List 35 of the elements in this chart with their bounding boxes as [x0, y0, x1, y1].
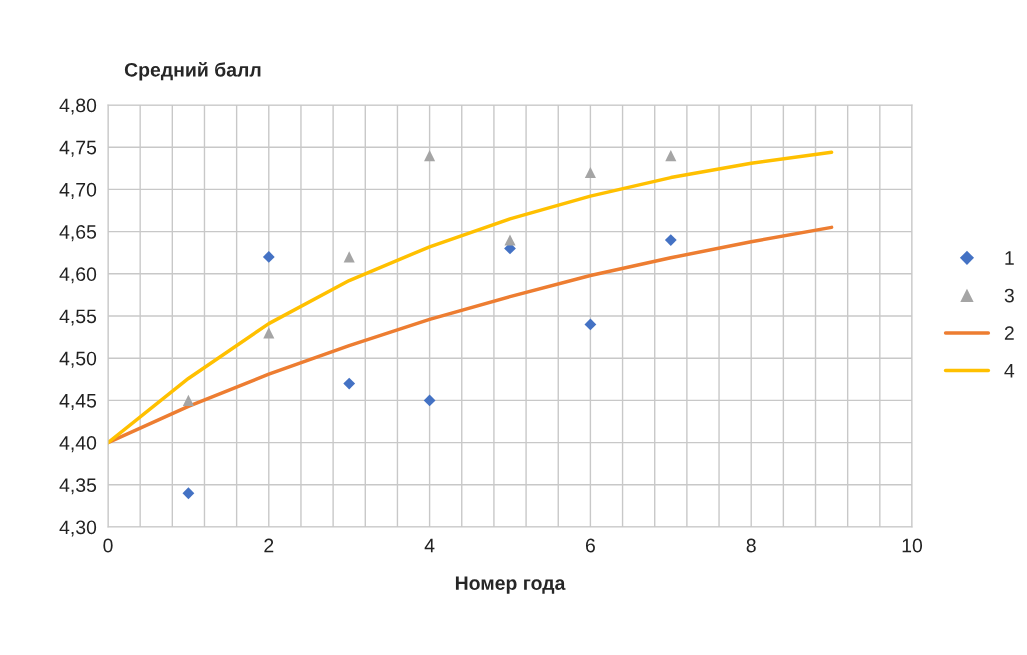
- point: [504, 234, 516, 246]
- line-series: [108, 150, 834, 445]
- y-axis-title: Средний балл: [124, 61, 261, 81]
- point: [424, 150, 436, 162]
- point: [584, 166, 596, 179]
- y-tick-label: 4,35: [59, 478, 97, 495]
- point: [584, 318, 597, 331]
- legend-label: 2: [1004, 326, 1014, 340]
- x-axis-title: Номер года: [455, 576, 566, 594]
- legend-label: 3: [1004, 288, 1014, 303]
- y-tick-label: 4,60: [59, 267, 97, 284]
- y-tick-label: 4,55: [59, 309, 97, 326]
- line-series: [108, 225, 834, 445]
- legend-label: 4: [1004, 364, 1015, 378]
- y-tick-label: 4,75: [59, 140, 97, 157]
- x-tick-label: 10: [902, 538, 923, 553]
- x-tick-label: 6: [585, 538, 595, 553]
- y-tick-label: 4,70: [59, 182, 97, 199]
- point: [343, 377, 356, 390]
- x-tick-label: 2: [264, 538, 274, 553]
- y-tick-label: 4,40: [59, 436, 97, 453]
- legend-label: 1: [1005, 251, 1014, 265]
- x-tick-label: 0: [103, 538, 113, 553]
- y-tick-label: 4,80: [59, 98, 97, 115]
- y-tick-label: 4,30: [59, 520, 97, 537]
- point: [182, 394, 194, 406]
- x-tick-label: 4: [424, 538, 435, 553]
- point: [664, 234, 677, 246]
- y-tick-label: 4,50: [59, 351, 97, 368]
- point: [182, 487, 195, 500]
- y-tick-label: 4,65: [59, 225, 97, 242]
- x-tick-label: 8: [746, 538, 756, 553]
- point: [262, 251, 275, 263]
- point: [423, 394, 436, 407]
- y-tick-label: 4,45: [59, 394, 97, 410]
